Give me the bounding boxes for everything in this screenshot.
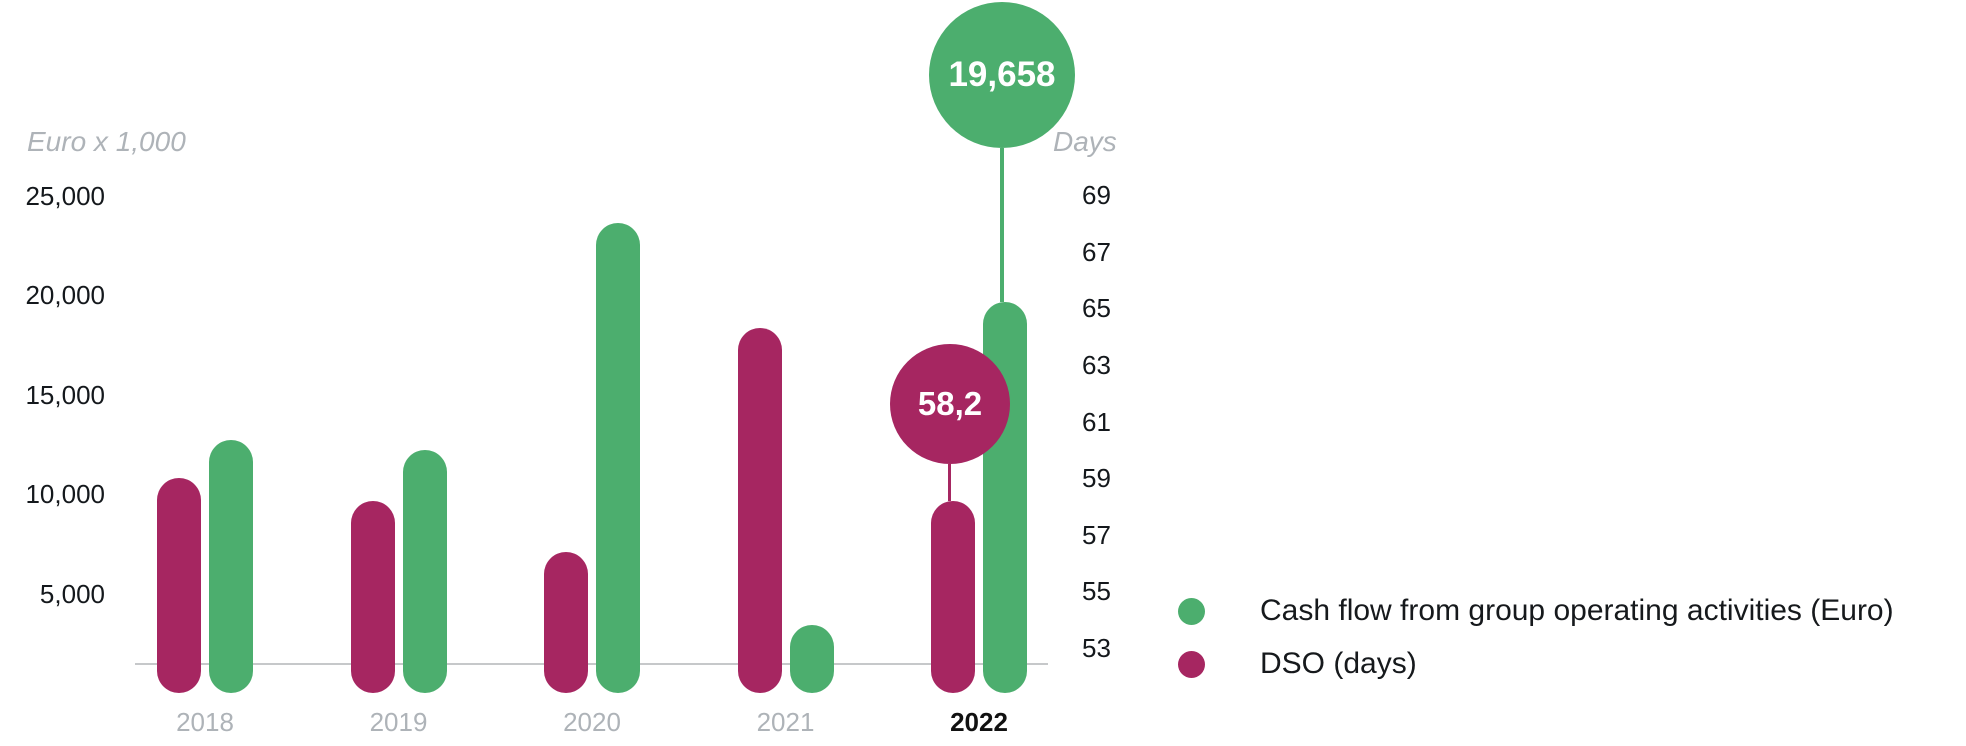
right-axis-tick-57: 57: [1082, 519, 1111, 550]
left-axis-tick-25000: 25,000: [25, 180, 105, 211]
bar-cashflow-2019: [402, 450, 447, 693]
right-axis-tick-53: 53: [1082, 633, 1111, 663]
right-axis-tick-67: 67: [1082, 236, 1111, 267]
right-axis-tick-55: 55: [1082, 576, 1111, 607]
right-axis-tick-61: 61: [1082, 406, 1111, 437]
legend-label-dso: DSO (days): [1260, 647, 1417, 680]
callout-bubble-dso-2022: 58,2: [890, 344, 1010, 464]
left-axis-tick-20000: 20,000: [25, 280, 105, 310]
legend-item-dso: DSO (days): [1178, 647, 1894, 681]
legend-item-cashflow: Cash flow from group operating activitie…: [1178, 594, 1894, 628]
right-axis-title: Days: [1053, 126, 1117, 157]
x-axis-line: [135, 663, 1048, 665]
legend-dot-dso: [1178, 650, 1205, 678]
right-axis-tick-65: 65: [1082, 293, 1111, 324]
callout-stem-cashflow: [1000, 148, 1004, 302]
bar-dso-2020: [544, 551, 588, 693]
bar-dso-2018: [157, 478, 201, 693]
callout-stem-dso: [948, 464, 951, 501]
category-label-2022: 2022: [950, 707, 1008, 737]
callout-bubble-cashflow-2022: 19,658: [929, 2, 1075, 148]
bar-dso-2019: [350, 500, 395, 693]
category-label-2020: 2020: [563, 707, 621, 737]
bar-dso-2021: [737, 328, 782, 693]
legend: Cash flow from group operating activitie…: [1178, 594, 1894, 700]
bar-dso-2022: [931, 500, 975, 693]
right-axis-tick-59: 59: [1082, 463, 1111, 494]
category-label-2019: 2019: [369, 707, 428, 737]
left-axis-tick-10000: 10,000: [25, 479, 105, 509]
left-axis-tick-15000: 15,000: [25, 379, 105, 410]
callout-value-dso-2022: 58,2: [917, 385, 983, 422]
left-axis-tick-5000: 5,000: [39, 578, 105, 609]
bar-cashflow-2021: [789, 625, 834, 693]
left-axis-title: Euro x 1,000: [27, 126, 186, 157]
right-axis-tick-69: 69: [1082, 180, 1111, 211]
category-label-2018: 2018: [176, 707, 234, 737]
category-label-2021: 2021: [756, 707, 815, 737]
callout-value-cashflow-2022: 19,658: [948, 55, 1056, 94]
right-axis-tick-63: 63: [1082, 350, 1111, 380]
bar-cashflow-2018: [209, 440, 253, 693]
legend-dot-cashflow: [1178, 597, 1205, 625]
legend-label-cashflow: Cash flow from group operating activitie…: [1260, 594, 1894, 627]
bar-cashflow-2020: [596, 223, 640, 693]
